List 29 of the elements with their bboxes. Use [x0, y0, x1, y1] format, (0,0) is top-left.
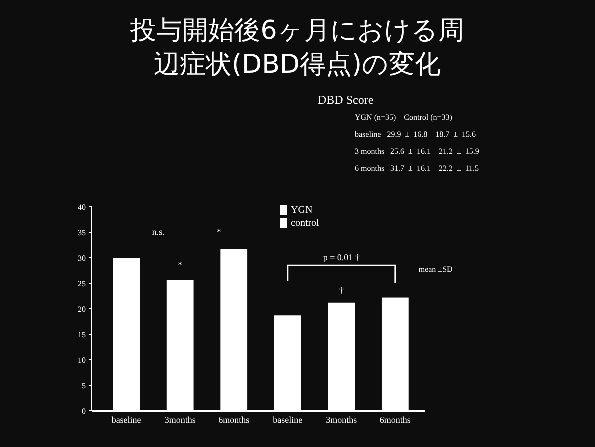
y-tick-label: 30	[78, 254, 86, 263]
legend-label: control	[291, 218, 320, 229]
x-tick-label: 6months	[380, 415, 412, 425]
y-tick-label: 35	[78, 228, 86, 238]
text: YGN (n=35) Control (n=33)	[355, 113, 453, 122]
annotation: †	[339, 286, 344, 296]
text: 3 months 25.6 ± 16.1 21.2 ± 15.9	[355, 147, 480, 156]
text: 6 months 31.7 ± 16.1 22.2 ± 11.5	[355, 164, 480, 173]
y-tick-label: 15	[78, 330, 86, 340]
y-tick-label: 5	[82, 382, 86, 390]
chart-title: 投与開始後6ヶ月における周辺症状(DBD得点)の変化	[130, 15, 466, 82]
x-tick-label: baseline	[112, 415, 142, 425]
x-tick-label: 3months	[326, 415, 358, 425]
annotation: mean ±SD	[418, 264, 454, 274]
x-tick-label: 3months	[164, 415, 196, 425]
annotation: p = 0.01 †	[323, 252, 360, 263]
text: DBD Score	[318, 93, 374, 107]
annotation: *	[216, 227, 222, 238]
text: baseline 29.9 ± 16.8 18.7 ± 15.6	[355, 130, 476, 139]
y-tick-label: 20	[78, 305, 86, 314]
annotation: n.s.	[152, 227, 165, 238]
annotation: *	[178, 260, 184, 270]
y-tick-label: 0	[82, 407, 86, 416]
x-tick-label: baseline	[273, 415, 303, 425]
legend-label: YGN	[291, 205, 313, 216]
y-tick-label: 10	[78, 356, 86, 365]
x-tick-label: 6months	[218, 415, 250, 425]
y-tick-label: 40	[78, 203, 86, 212]
y-tick-label: 25	[78, 280, 86, 288]
